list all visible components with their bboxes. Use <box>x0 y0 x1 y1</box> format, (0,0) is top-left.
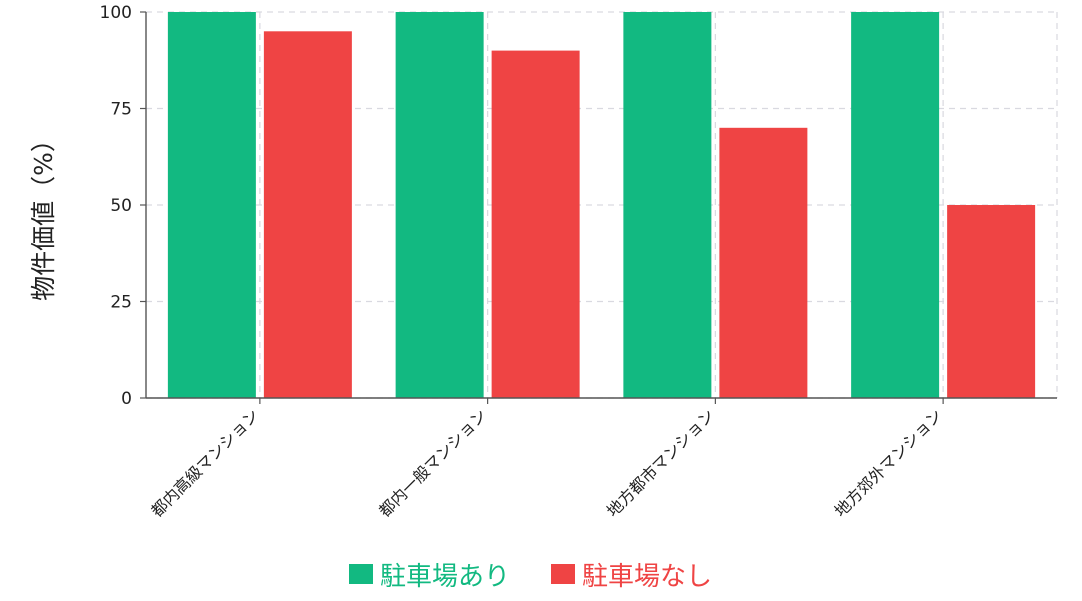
bar-with-parking <box>167 12 256 398</box>
bar-without-parking <box>719 127 808 399</box>
legend-label: 駐車場あり <box>380 562 510 592</box>
x-tick-label: 都内一般マンション <box>375 405 490 520</box>
y-tick-label: 50 <box>110 196 132 216</box>
y-tick-label: 0 <box>121 389 132 409</box>
bar-without-parking <box>947 205 1036 398</box>
bar-without-parking <box>491 50 580 398</box>
bar-with-parking <box>623 12 712 398</box>
bar-without-parking <box>263 31 352 399</box>
x-tick-label: 地方郊外マンション <box>831 405 946 520</box>
y-tick-label: 75 <box>110 100 132 120</box>
bars <box>167 12 1036 399</box>
y-axis-title: 物件価値（%） <box>29 127 58 301</box>
x-tick-label: 地方都市マンション <box>603 405 718 520</box>
legend-swatch <box>349 564 373 584</box>
y-tick-label: 25 <box>110 293 132 313</box>
bar-with-parking <box>395 12 484 398</box>
bar-with-parking <box>851 12 940 398</box>
legend-label: 駐車場なし <box>582 562 712 592</box>
x-tick-label: 都内高級マンション <box>147 405 262 520</box>
legend-swatch <box>551 564 575 584</box>
y-tick-label: 100 <box>100 3 132 23</box>
legend: 駐車場あり 駐車場なし <box>349 562 712 592</box>
